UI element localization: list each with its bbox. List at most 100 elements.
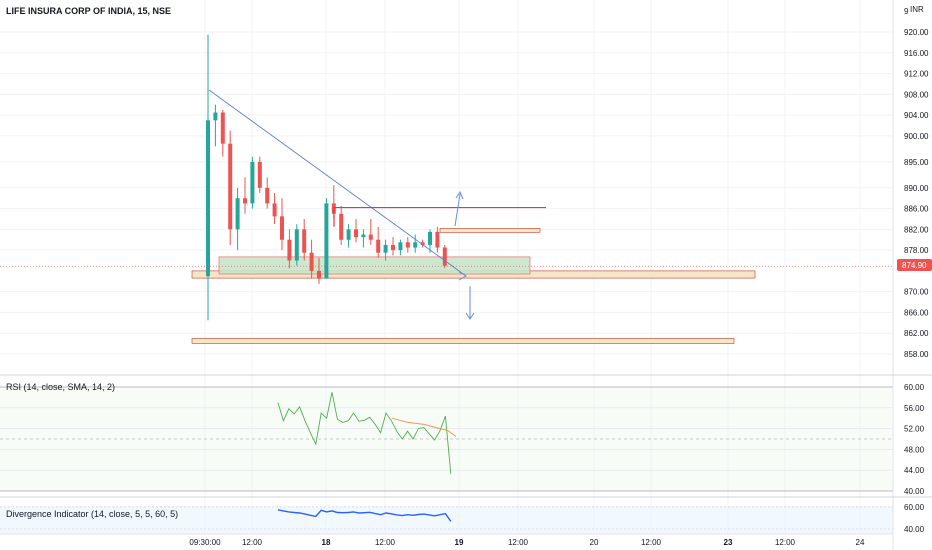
time-tick-label[interactable]: 18 — [322, 538, 331, 547]
candle-down — [420, 239, 425, 248]
candles — [206, 34, 447, 321]
time-tick-label[interactable]: 12:00 — [775, 538, 796, 547]
rsi-line — [277, 392, 452, 474]
down-arrow-head — [465, 312, 475, 320]
rsi-lines — [277, 392, 457, 474]
time-axis-ticks[interactable]: 09:30:00 12:00 18 12:00 19 12:00 20 12:00 23 12:0… — [0, 533, 893, 547]
divergence-tick-label: 40.00 — [904, 525, 925, 534]
divergence-lines — [277, 509, 452, 522]
candle-up — [383, 239, 388, 261]
rsi-tick-label: 56.00 — [904, 404, 925, 413]
price-tick-label: 878.00 — [904, 246, 929, 255]
candle-down — [257, 156, 262, 193]
price-tick-label: 920.00 — [904, 28, 929, 37]
price-tick-label: 908.00 — [904, 90, 929, 99]
time-tick-label[interactable]: 23 — [724, 538, 733, 547]
candle-body — [413, 242, 418, 248]
currency-label[interactable]: INR — [910, 5, 924, 14]
time-tick-label[interactable]: 12:00 — [508, 538, 529, 547]
candle-down — [442, 244, 447, 269]
candle-body — [257, 161, 262, 188]
candle-body — [302, 229, 307, 253]
price-tick-label: 866.00 — [904, 308, 929, 317]
candle-body — [280, 216, 284, 240]
last-price-tag: 874.90 — [897, 259, 932, 271]
candle-body — [376, 239, 381, 253]
candle-body — [354, 229, 358, 238]
candle-body — [206, 120, 210, 277]
candle-down — [220, 109, 225, 157]
price-tick-label: 886.00 — [904, 205, 929, 214]
candle-down — [280, 198, 284, 251]
candle-up — [324, 198, 329, 279]
time-tick-label[interactable]: 24 — [856, 538, 865, 547]
price-tick-label: 895.00 — [904, 158, 929, 167]
price-tick-label: 916.00 — [904, 49, 929, 58]
price-axis-ticks: 920.00 916.00 912.00 908.00 904.00 900.00 895.… — [904, 28, 929, 359]
price-tick-label: 904.00 — [904, 111, 929, 120]
time-tick-label[interactable]: 20 — [590, 538, 599, 547]
time-tick-label[interactable]: 19 — [455, 538, 464, 547]
candle-body — [220, 112, 225, 144]
candle-down — [339, 205, 344, 245]
price-tick-label: 882.00 — [904, 225, 929, 234]
trendline-arrow-head — [458, 271, 468, 281]
time-tick-label[interactable]: 12:00 — [375, 538, 396, 547]
candle-body — [428, 231, 432, 245]
candle-body — [317, 270, 321, 279]
candle-down — [228, 130, 233, 245]
candle-body — [346, 229, 351, 240]
lower-level-band — [191, 338, 735, 344]
candle-down — [354, 218, 358, 243]
time-tick-label[interactable]: 12:00 — [242, 538, 263, 547]
candle-down — [272, 193, 277, 225]
candle-down — [368, 218, 373, 245]
candle-body — [361, 234, 366, 238]
candle-down — [317, 257, 321, 284]
candle-down — [309, 239, 314, 279]
rsi-title: RSI (14, close, SMA, 14, 2) — [6, 382, 115, 392]
candle-body — [287, 239, 292, 261]
time-tick-label[interactable]: 09:30:00 — [189, 538, 221, 547]
candle-up — [206, 34, 210, 321]
candle-down — [376, 226, 381, 258]
price-tick-label: 900.00 — [904, 132, 929, 141]
candle-down — [243, 177, 247, 214]
price-tick-label: 862.00 — [904, 329, 929, 338]
candle-up — [235, 187, 240, 251]
candle-body — [391, 244, 395, 251]
candle-body — [243, 198, 247, 204]
price-tick-label: 858.00 — [904, 350, 929, 359]
price-tick-label: 912.00 — [904, 70, 929, 79]
candle-body — [339, 213, 344, 240]
candle-body — [294, 229, 299, 261]
candle-down — [391, 237, 395, 256]
candle-up — [413, 234, 418, 253]
rsi-axis-ticks: 60.00 56.00 52.00 48.00 44.00 40.00 — [904, 383, 925, 496]
price-tick-label: 890.00 — [904, 184, 929, 193]
descending-trendline — [208, 89, 467, 277]
candle-body — [309, 252, 314, 271]
rsi-tick-label: 60.00 — [904, 383, 925, 392]
candle-body — [272, 203, 277, 217]
rsi-tick-label: 44.00 — [904, 466, 925, 475]
rsi-tick-label: 52.00 — [904, 425, 925, 434]
candle-up — [294, 224, 299, 266]
candle-body — [368, 234, 373, 240]
candle-up — [250, 156, 255, 209]
candle-down — [287, 229, 292, 269]
candle-up — [398, 239, 403, 256]
candle-body — [383, 244, 388, 253]
divergence-title: Divergence Indicator (14, close, 5, 5, 6… — [6, 509, 178, 519]
rsi-ma-line — [391, 417, 457, 437]
currency-prefix: 9 — [904, 7, 909, 16]
candle-up — [213, 104, 218, 147]
time-tick-label[interactable]: 12:00 — [641, 538, 662, 547]
candle-up — [361, 229, 366, 248]
up-arrow-head — [455, 190, 464, 200]
candle-body — [435, 231, 440, 248]
candle-up — [428, 229, 432, 253]
last-price-value: 874.90 — [902, 261, 927, 270]
drawn-levels — [0, 228, 893, 344]
